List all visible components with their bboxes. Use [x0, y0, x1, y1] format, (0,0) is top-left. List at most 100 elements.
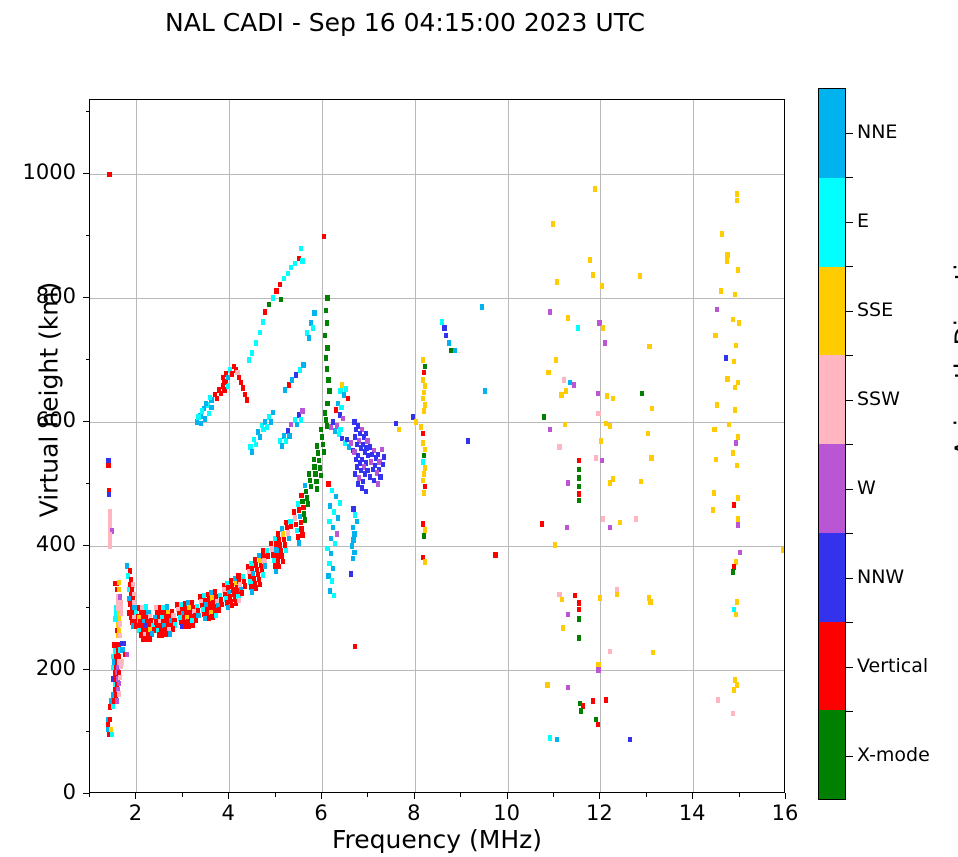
echo-point: [257, 557, 262, 564]
echo-point: [202, 416, 208, 422]
echo-point: [164, 631, 169, 637]
y-tick-minor: [85, 235, 89, 237]
echo-point: [252, 436, 257, 443]
echo-point: [357, 430, 363, 437]
echo-point: [169, 622, 174, 629]
colorbar-boundary-tick: [846, 355, 853, 357]
echo-point: [716, 697, 721, 703]
echo-point: [279, 296, 284, 303]
echo-point: [250, 350, 255, 356]
echo-point: [576, 457, 582, 464]
echo-point: [557, 444, 562, 450]
echo-point: [202, 597, 208, 604]
colorbar[interactable]: [818, 88, 846, 800]
echo-point: [286, 382, 291, 388]
colorbar-band-ssw[interactable]: [819, 355, 845, 444]
colorbar-band-nnw[interactable]: [819, 532, 845, 622]
echo-point: [370, 466, 376, 473]
colorbar-band-x-mode[interactable]: [819, 710, 845, 799]
colorbar-label-nne: NNE: [857, 120, 898, 143]
echo-point: [355, 518, 360, 525]
echo-point: [137, 627, 142, 634]
y-tick-minor: [85, 483, 89, 485]
echo-point: [175, 602, 180, 608]
echo-point: [115, 648, 120, 654]
colorbar-band-w[interactable]: [819, 444, 845, 533]
echo-point: [222, 387, 227, 393]
echo-point: [165, 609, 171, 616]
echo-point: [353, 471, 358, 478]
echo-point: [107, 171, 112, 178]
echo-point: [413, 419, 418, 425]
echo-point: [731, 358, 737, 365]
echo-point: [421, 490, 427, 496]
echo-point: [304, 488, 309, 495]
x-tick-minor: [738, 793, 740, 797]
echo-point: [648, 599, 653, 605]
echo-point: [189, 618, 195, 624]
echo-point: [735, 516, 740, 522]
echo-point: [117, 632, 122, 639]
echo-point: [363, 460, 368, 466]
echo-point: [130, 596, 135, 602]
colorbar-band-nne[interactable]: [819, 89, 845, 178]
echo-point: [296, 507, 301, 513]
echo-point: [421, 430, 426, 437]
echo-point: [131, 600, 136, 606]
echo-point: [153, 605, 158, 611]
echo-point: [305, 495, 310, 501]
echo-point: [213, 608, 218, 614]
echo-point: [134, 609, 139, 616]
echo-point: [215, 598, 220, 605]
echo-point: [148, 613, 153, 620]
echo-point: [442, 325, 447, 331]
echo-point: [276, 530, 281, 537]
echo-point: [118, 674, 123, 681]
echo-point: [281, 275, 287, 282]
echo-point: [422, 383, 428, 390]
echo-point: [274, 288, 279, 294]
echo-point: [253, 556, 258, 563]
echo-point: [259, 422, 264, 429]
echo-point: [295, 501, 300, 507]
colorbar-band-sse[interactable]: [819, 266, 845, 356]
echo-point: [187, 605, 192, 611]
echo-point: [115, 687, 120, 693]
echo-point: [338, 426, 343, 433]
echo-point: [267, 414, 272, 421]
echo-point: [148, 627, 153, 633]
echo-point: [732, 677, 738, 683]
colorbar-band-e[interactable]: [819, 177, 845, 267]
echo-point: [251, 570, 256, 577]
echo-point: [178, 601, 184, 608]
echo-point: [573, 592, 578, 599]
echo-point: [116, 586, 121, 593]
colorbar-tick: [846, 221, 853, 223]
echo-point: [145, 618, 150, 625]
echo-point: [244, 397, 249, 403]
echo-point: [170, 626, 175, 632]
echo-point: [215, 395, 220, 402]
colorbar-band-vertical[interactable]: [819, 621, 845, 711]
echo-point: [194, 419, 199, 425]
echo-point: [217, 592, 222, 599]
echo-point: [202, 615, 208, 622]
echo-point: [127, 582, 132, 588]
echo-point: [325, 345, 330, 351]
echo-point: [559, 392, 564, 398]
colorbar-tick: [846, 488, 853, 490]
echo-point: [493, 552, 498, 558]
echo-point: [447, 340, 452, 346]
echo-point: [308, 320, 313, 326]
echo-point: [208, 605, 213, 611]
echo-point: [115, 599, 120, 606]
echo-point: [206, 596, 211, 603]
echo-point: [363, 488, 368, 495]
echo-point: [329, 535, 334, 542]
echo-point: [375, 451, 380, 458]
echo-point: [421, 521, 426, 527]
echo-point: [737, 549, 742, 556]
echo-point: [356, 423, 361, 429]
echo-point: [283, 519, 288, 526]
x-tick-minor: [274, 793, 276, 797]
